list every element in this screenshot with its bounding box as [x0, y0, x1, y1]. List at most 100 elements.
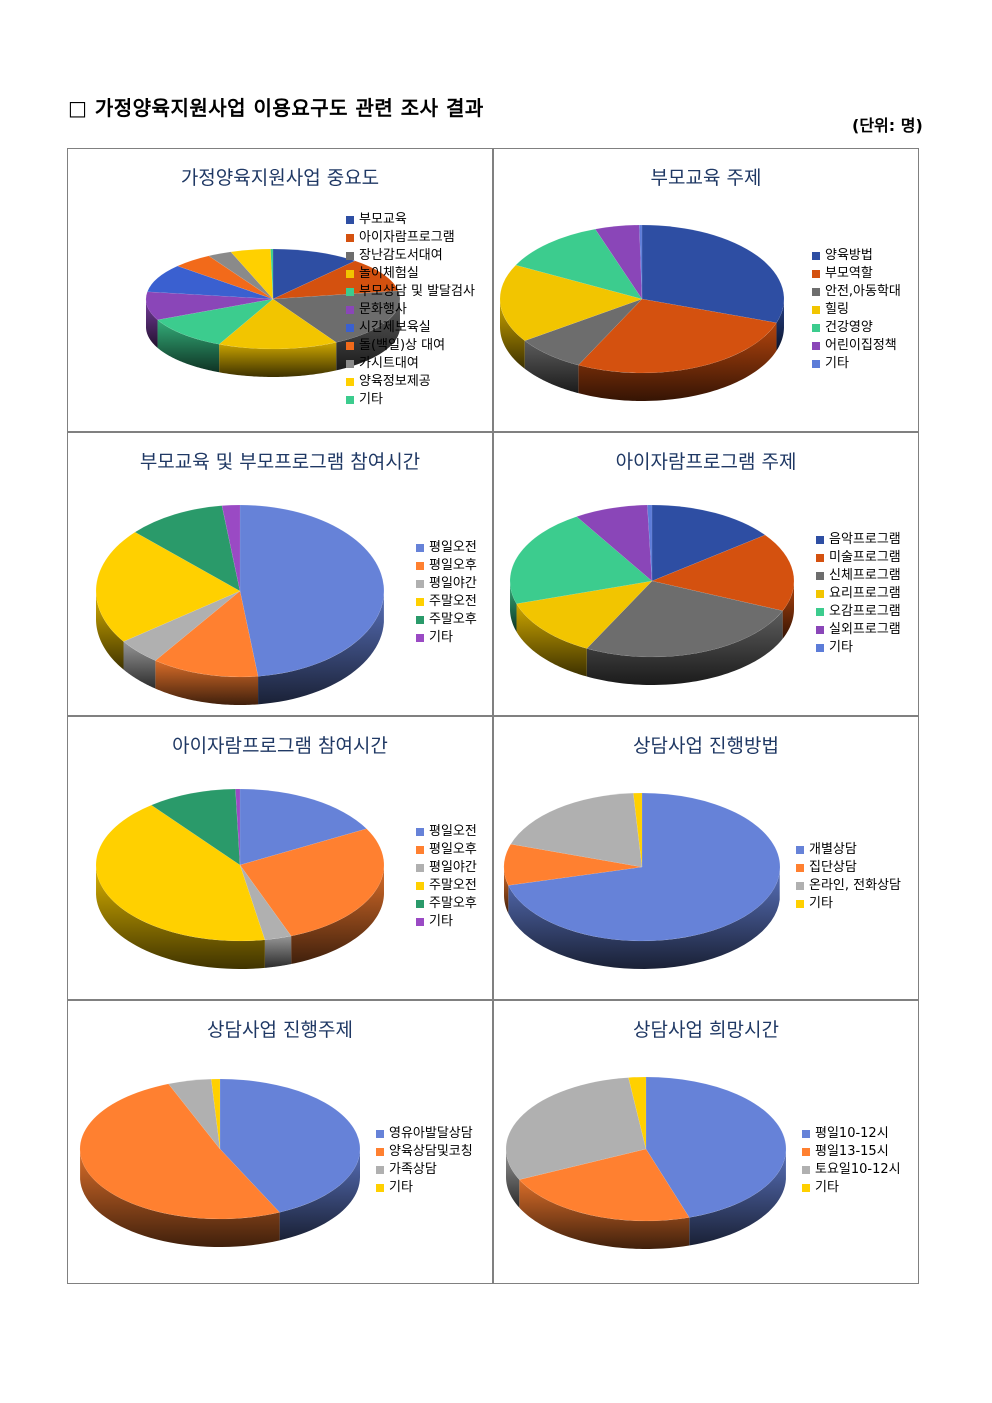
pie-slice	[208, 251, 274, 300]
legend-item: 부모상담 및 발달검사	[346, 283, 475, 301]
legend-item: 가족상담	[376, 1161, 473, 1179]
chart-legend: 영유아발달상담 양육상담및코칭 가족상담 기타	[376, 1125, 473, 1197]
pie-slice	[510, 792, 643, 868]
legend-swatch	[796, 882, 804, 890]
legend-item: 주말오후	[416, 611, 477, 629]
legend-label: 온라인, 전화상담	[809, 878, 901, 893]
legend-swatch	[816, 626, 824, 634]
legend-item: 어린이집정책	[812, 337, 901, 355]
legend-swatch	[346, 270, 354, 278]
pie-slice-side	[508, 871, 780, 969]
pie-slice	[210, 1078, 221, 1150]
pie-slice-side	[500, 299, 525, 369]
pie-slice	[645, 1076, 787, 1218]
legend-swatch	[416, 918, 424, 926]
chart-panel: 부모교육 및 부모프로그램 참여시간 평일오전 평일오후 평일야간 주말오전 주말오후 기타	[67, 432, 493, 716]
pie-slice-side	[279, 1149, 360, 1241]
pie-slice-side	[776, 299, 784, 351]
chart-legend: 양육방법 부모역할 안전,아동학대 힐링 건강영양 어린이집정책 기타	[812, 247, 901, 373]
pie-slice	[272, 248, 356, 300]
chart-title: 아이자람프로그램 주제	[615, 451, 797, 473]
pie-slice	[641, 224, 785, 324]
legend-swatch	[796, 900, 804, 908]
legend-item: 부모교육	[346, 211, 475, 229]
pie-slice-side	[782, 580, 794, 639]
legend-label: 아이자람프로그램	[359, 230, 455, 245]
pie-slice-side	[504, 867, 509, 914]
pie-slice	[134, 505, 241, 592]
pie-chart	[95, 788, 385, 969]
legend-label: 양육상담및코칭	[389, 1144, 473, 1159]
pie-slice-side	[586, 610, 783, 685]
legend-item: 평일13-15시	[802, 1143, 901, 1161]
legend-item: 양육방법	[812, 247, 901, 265]
legend-swatch	[346, 396, 354, 404]
legend-label: 기타	[429, 914, 453, 929]
pie-slice-side	[516, 603, 587, 677]
pie-slice-side	[689, 1151, 786, 1246]
pie-slice	[503, 843, 643, 886]
legend-item: 평일야간	[416, 575, 477, 593]
legend-swatch	[812, 288, 820, 296]
pie-slice	[219, 1078, 361, 1213]
legend-label: 개별상담	[809, 842, 857, 857]
legend-label: 기타	[815, 1180, 839, 1195]
legend-swatch	[802, 1130, 810, 1138]
legend-swatch	[346, 252, 354, 260]
legend-swatch	[376, 1148, 384, 1156]
pie-slice	[628, 1076, 647, 1150]
legend-item: 집단상담	[796, 859, 901, 877]
legend-swatch	[802, 1148, 810, 1156]
pie-slice	[270, 248, 274, 300]
legend-label: 영유아발달상담	[389, 1126, 473, 1141]
pie-slice	[499, 264, 643, 342]
legend-swatch	[416, 544, 424, 552]
pie-slice-side	[80, 1151, 280, 1247]
chart-legend: 부모교육 아이자람프로그램 장난감도서대여 놀이체험실 부모상담 및 발달검사 문화행사 시…	[346, 211, 475, 409]
legend-item: 시간제보육실	[346, 319, 475, 337]
pie-slice-side	[291, 866, 384, 965]
legend-item: 기타	[416, 913, 477, 931]
legend-item: 양육상담및코칭	[376, 1143, 473, 1161]
legend-item: 힐링	[812, 301, 901, 319]
legend-item: 안전,아동학대	[812, 283, 901, 301]
legend-swatch	[346, 378, 354, 386]
legend-item: 기타	[812, 355, 901, 373]
chart-title: 상담사업 진행방법	[633, 735, 779, 757]
chart-title: 가정양육지원사업 중요도	[180, 167, 380, 189]
legend-item: 주말오전	[416, 877, 477, 895]
legend-label: 평일야간	[429, 576, 477, 591]
legend-item: 평일오전	[416, 823, 477, 841]
legend-swatch	[802, 1184, 810, 1192]
chart-title: 아이자람프로그램 참여시간	[172, 735, 388, 757]
legend-label: 장난감도서대여	[359, 248, 443, 263]
legend-label: 안전,아동학대	[825, 284, 901, 299]
legend-item: 카시트대여	[346, 355, 475, 373]
legend-label: 토요일10-12시	[815, 1162, 901, 1177]
pie-slice	[235, 788, 241, 866]
legend-item: 아이자람프로그램	[346, 229, 475, 247]
legend-item: 장난감도서대여	[346, 247, 475, 265]
pie-slice	[507, 792, 781, 942]
pie-slice	[576, 504, 653, 582]
pie-chart	[499, 224, 785, 401]
pie-chart	[509, 504, 795, 685]
pie-slice	[79, 1083, 281, 1220]
legend-label: 주말오전	[429, 878, 477, 893]
legend-item: 부모역할	[812, 265, 901, 283]
pie-slice	[272, 290, 401, 343]
legend-swatch	[796, 864, 804, 872]
legend-label: 양육방법	[825, 248, 873, 263]
legend-label: 평일오후	[429, 842, 477, 857]
chart-title: 부모교육 및 부모프로그램 참여시간	[139, 451, 421, 473]
pie-slice	[239, 504, 385, 677]
pie-slice	[651, 534, 795, 612]
legend-swatch	[416, 846, 424, 854]
legend-label: 기타	[825, 356, 849, 371]
pie-slice	[586, 580, 784, 658]
legend-label: 양육정보제공	[359, 374, 431, 389]
legend-label: 평일오전	[429, 540, 477, 555]
legend-swatch	[346, 342, 354, 350]
legend-item: 기타	[416, 629, 477, 647]
chart-legend: 평일10-12시 평일13-15시 토요일10-12시 기타	[802, 1125, 901, 1197]
